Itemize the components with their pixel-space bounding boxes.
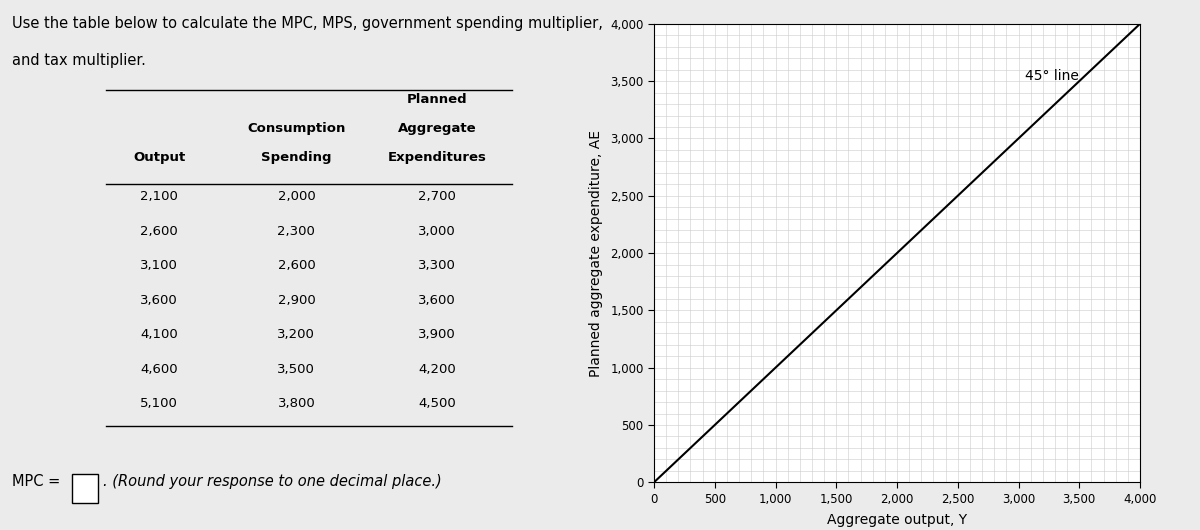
Text: 45° line: 45° line: [1025, 69, 1079, 83]
Text: 3,500: 3,500: [277, 363, 316, 376]
Text: 2,300: 2,300: [277, 225, 316, 238]
Text: Planned: Planned: [407, 93, 467, 106]
Text: and tax multiplier.: and tax multiplier.: [12, 53, 146, 68]
Text: 4,200: 4,200: [418, 363, 456, 376]
Text: Expenditures: Expenditures: [388, 151, 486, 164]
Text: 3,900: 3,900: [418, 328, 456, 341]
Text: 3,000: 3,000: [418, 225, 456, 238]
Text: 5,100: 5,100: [140, 397, 178, 410]
Text: 4,100: 4,100: [140, 328, 178, 341]
Text: Consumption: Consumption: [247, 122, 346, 135]
Text: Aggregate: Aggregate: [397, 122, 476, 135]
Text: . (Round your response to one decimal place.): . (Round your response to one decimal pl…: [103, 474, 442, 489]
Text: 4,600: 4,600: [140, 363, 178, 376]
Y-axis label: Planned aggregate expenditure, AE: Planned aggregate expenditure, AE: [589, 129, 604, 377]
Text: 2,600: 2,600: [277, 259, 316, 272]
Text: 3,100: 3,100: [140, 259, 178, 272]
Text: 3,300: 3,300: [418, 259, 456, 272]
FancyBboxPatch shape: [72, 474, 98, 503]
Text: MPC =: MPC =: [12, 474, 61, 489]
Text: 3,600: 3,600: [140, 294, 178, 307]
Text: 3,600: 3,600: [418, 294, 456, 307]
Text: 2,700: 2,700: [418, 190, 456, 204]
Text: Output: Output: [133, 151, 185, 164]
Text: 3,200: 3,200: [277, 328, 316, 341]
Text: 2,900: 2,900: [277, 294, 316, 307]
Text: Use the table below to calculate the MPC, MPS, government spending multiplier,: Use the table below to calculate the MPC…: [12, 16, 604, 31]
Text: 2,000: 2,000: [277, 190, 316, 204]
Text: Spending: Spending: [262, 151, 331, 164]
Text: 3,800: 3,800: [277, 397, 316, 410]
X-axis label: Aggregate output, Y: Aggregate output, Y: [827, 513, 967, 527]
Text: 2,100: 2,100: [140, 190, 178, 204]
Text: 2,600: 2,600: [140, 225, 178, 238]
Text: 4,500: 4,500: [418, 397, 456, 410]
